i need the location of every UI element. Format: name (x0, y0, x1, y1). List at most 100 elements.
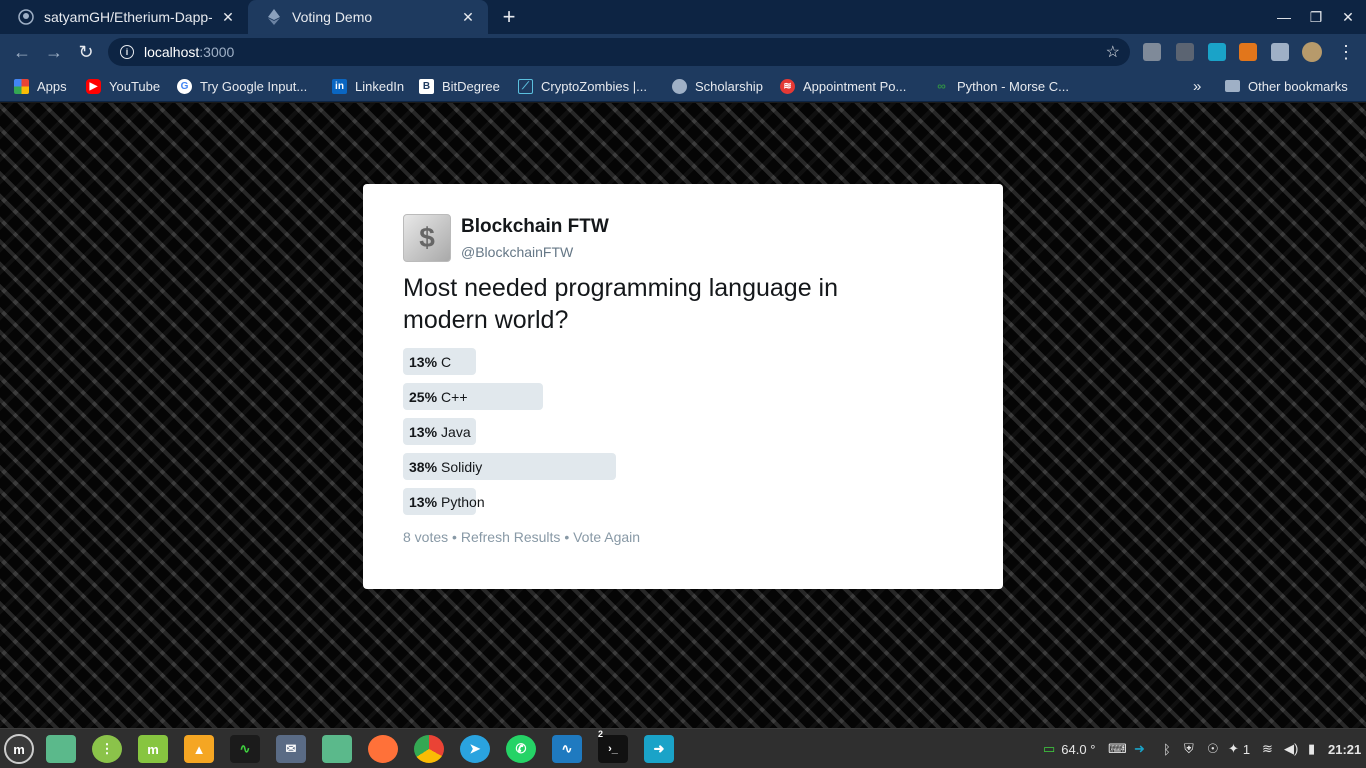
remote-tray-icon[interactable]: ➜ (1134, 741, 1145, 756)
geeksforgeeks-icon: ∞ (937, 79, 946, 93)
telegram-icon[interactable]: ➤ (460, 735, 490, 763)
remote-app-icon[interactable]: ➜ (644, 735, 674, 763)
mail-icon[interactable]: ✉ (276, 735, 306, 763)
bookmark-youtube[interactable]: ▶ YouTube (86, 76, 160, 96)
url-port: :3000 (199, 44, 235, 60)
volume-icon[interactable]: ◀) (1284, 741, 1299, 756)
option-percent: 38% (409, 458, 438, 475)
menu-dots-icon[interactable]: ⋮ (1337, 41, 1355, 62)
github-icon (18, 9, 34, 25)
software-manager-icon[interactable]: ⋮ (92, 735, 122, 763)
system-monitor-icon[interactable]: ∿ (230, 735, 260, 763)
poll-option-cpp[interactable]: 25% C++ (403, 383, 963, 410)
forward-icon[interactable]: → (45, 41, 63, 62)
keyboard-icon[interactable]: ⌨ (1108, 741, 1127, 756)
back-icon[interactable]: ← (13, 41, 31, 62)
bookmark-scholarship[interactable]: Scholarship (672, 76, 763, 96)
display-name: Blockchain FTW (461, 216, 609, 237)
battery-icon[interactable]: ▮ (1308, 741, 1316, 756)
bookmarks-overflow-button[interactable]: » (1193, 77, 1202, 95)
profile-avatar[interactable] (1302, 42, 1322, 62)
notifications-icon: ✦ (1228, 741, 1239, 756)
show-desktop-icon[interactable] (46, 735, 76, 763)
reload-icon[interactable]: ↻ (78, 41, 94, 62)
bookmark-label: YouTube (109, 78, 161, 94)
chrome-icon[interactable] (414, 735, 444, 763)
poll-options: 13% C 25% C++ 13% Java 38% Solidiy 13% Python (403, 348, 963, 515)
bookmark-label: Other bookmarks (1248, 78, 1348, 94)
result-bar (403, 453, 616, 480)
appointment-icon: ≋ (780, 78, 795, 94)
bookmark-label: Scholarship (695, 78, 763, 94)
maximize-icon[interactable]: ❐ (1309, 8, 1323, 25)
extension-bird-icon[interactable] (1143, 43, 1161, 61)
update-manager-icon[interactable]: m (138, 735, 168, 763)
vote-count: 8 votes (403, 529, 449, 545)
bookmark-appointment[interactable]: ≋ Appointment Po... (780, 76, 906, 96)
poll-option-python[interactable]: 13% Python (403, 488, 963, 515)
google-icon: G (177, 78, 192, 94)
mint-menu-icon[interactable]: m (4, 734, 34, 764)
bookmark-linkedin[interactable]: in LinkedIn (332, 76, 404, 96)
browser-toolbar: ← → ↻ i localhost :3000 ☆ ⋮ (0, 34, 1366, 70)
files-icon[interactable] (322, 735, 352, 763)
firefox-icon[interactable] (368, 735, 398, 763)
bookmark-bitdegree[interactable]: B BitDegree (419, 76, 500, 96)
close-icon[interactable]: ✕ (462, 8, 474, 25)
tab-strip: satyamGH/Etherium-Dapp-demo ✕ Voting Dem… (0, 0, 1366, 34)
bookmarks-bar: Apps ▶ YouTube G Try Google Input... in … (0, 70, 1366, 102)
notifications-indicator[interactable]: ✦ 1 (1228, 739, 1250, 759)
close-icon[interactable]: ✕ (222, 8, 234, 25)
address-bar[interactable]: i localhost :3000 ☆ (108, 38, 1130, 66)
drive-icon[interactable]: ▲ (184, 735, 214, 763)
extensions-puzzle-icon[interactable] (1271, 43, 1289, 61)
separator: • (564, 529, 570, 545)
result-bar (403, 383, 543, 410)
notification-count: 1 (1242, 741, 1251, 757)
youtube-icon: ▶ (86, 78, 101, 94)
globe-icon (672, 78, 687, 94)
bluetooth-icon[interactable]: ᛒ (1163, 741, 1171, 757)
bookmark-label: Apps (37, 78, 67, 94)
extension-lightbulb-icon[interactable] (1176, 43, 1194, 61)
temperature-indicator[interactable]: ▭ 64.0 ° (1043, 739, 1095, 759)
clock[interactable]: 21:21 (1328, 741, 1362, 757)
separator: • (452, 529, 457, 545)
new-tab-button[interactable]: + (502, 4, 516, 29)
info-icon[interactable]: i (120, 45, 134, 59)
result-bar (403, 348, 476, 375)
bookmark-label: Python - Morse C... (957, 78, 1069, 94)
linkedin-icon: in (332, 78, 347, 94)
whatsapp-icon[interactable]: ✆ (506, 735, 536, 763)
bookmark-star-icon[interactable]: ☆ (1105, 44, 1120, 61)
poll-option-java[interactable]: 13% Java (403, 418, 963, 445)
option-percent: 13% (409, 423, 438, 440)
close-window-icon[interactable]: ✕ (1342, 8, 1354, 25)
wifi-icon[interactable]: ≋ (1262, 741, 1273, 756)
bookmark-cryptozombies[interactable]: ⟋ CryptoZombies |... (518, 76, 647, 96)
bookmark-python-morse[interactable]: ∞ Python - Morse C... (934, 76, 1069, 96)
option-percent: 13% (409, 493, 438, 510)
temperature-value: 64.0 ° (1061, 741, 1096, 757)
other-bookmarks[interactable]: Other bookmarks (1225, 76, 1348, 96)
extension-arrow-icon[interactable] (1208, 43, 1226, 61)
shield-icon[interactable]: ⛨ (1184, 741, 1194, 756)
bookmark-label: LinkedIn (355, 78, 405, 94)
tab-voting-demo[interactable]: Voting Demo ✕ (248, 0, 488, 34)
bookmark-apps[interactable]: Apps (14, 76, 67, 96)
refresh-results-link[interactable]: Refresh Results (460, 529, 561, 545)
lightbulb-icon[interactable]: ☉ (1207, 741, 1219, 756)
poll-option-solidity[interactable]: 38% Solidiy (403, 453, 963, 480)
terminal-icon[interactable]: 2 ›_ (598, 729, 628, 763)
vote-again-link[interactable]: Vote Again (573, 529, 641, 545)
metamask-icon[interactable] (1239, 43, 1257, 61)
bookmark-label: CryptoZombies |... (541, 78, 647, 94)
tab-title: Voting Demo (292, 9, 373, 25)
result-bar (403, 418, 476, 445)
tab-github[interactable]: satyamGH/Etherium-Dapp-demo ✕ (0, 0, 248, 34)
poll-header: $ Blockchain FTW @BlockchainFTW (403, 214, 963, 262)
minimize-icon[interactable]: — (1277, 9, 1291, 25)
monitor-app-icon[interactable]: ∿ (552, 735, 582, 763)
poll-option-c[interactable]: 13% C (403, 348, 963, 375)
bookmark-google-input[interactable]: G Try Google Input... (177, 76, 307, 96)
